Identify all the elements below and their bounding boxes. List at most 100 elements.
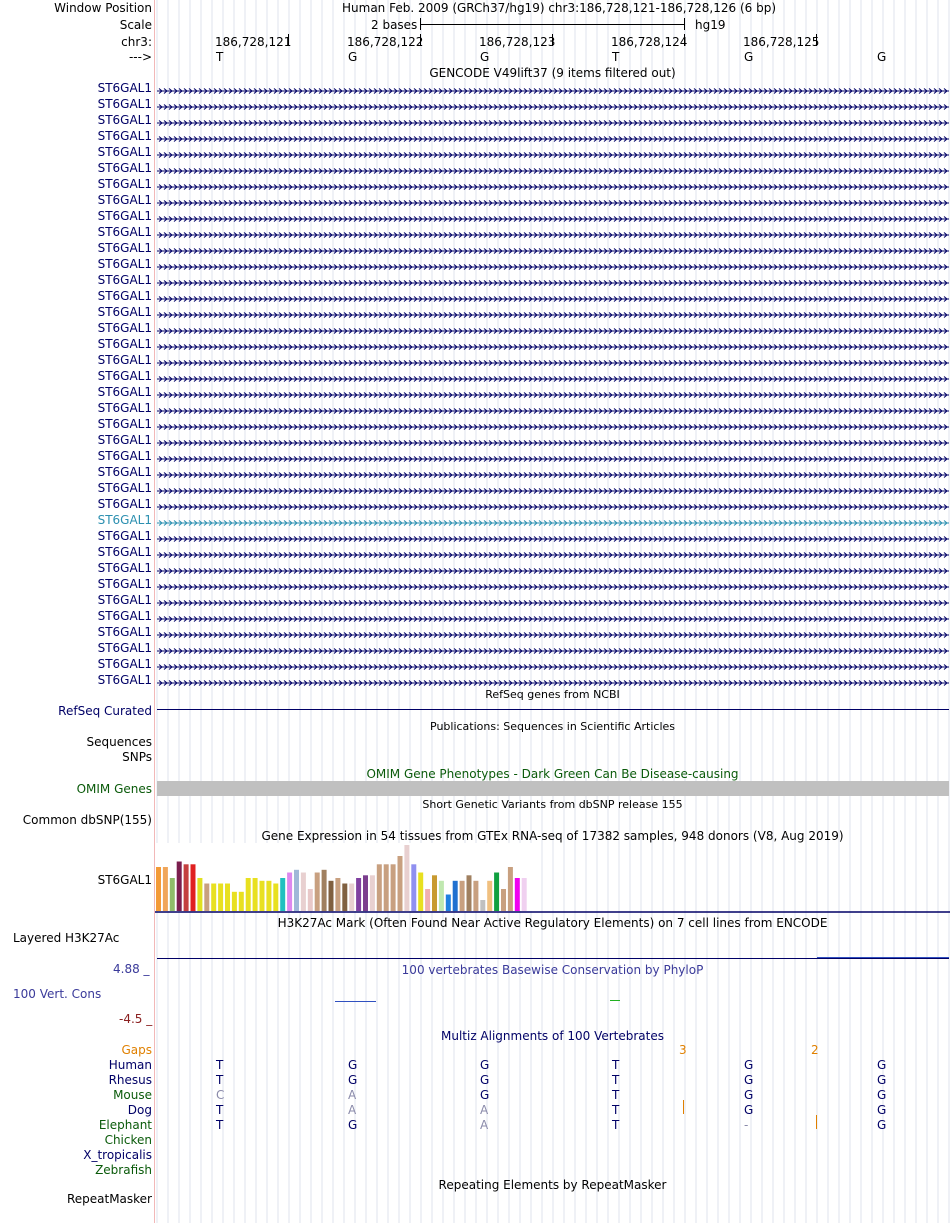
gencode-transcript[interactable] bbox=[157, 276, 949, 286]
gtex-tissue-bar[interactable] bbox=[252, 878, 258, 911]
species-label[interactable]: Chicken bbox=[104, 1133, 152, 1147]
gencode-transcript-label[interactable]: ST6GAL1 bbox=[97, 225, 152, 239]
gtex-tissue-bar[interactable] bbox=[369, 875, 375, 912]
gtex-tissue-bar[interactable] bbox=[287, 872, 293, 912]
gencode-transcript-label[interactable]: ST6GAL1 bbox=[97, 545, 152, 559]
species-label[interactable]: Elephant bbox=[98, 1118, 152, 1132]
gencode-transcript-label[interactable]: ST6GAL1 bbox=[97, 625, 152, 639]
gtex-tissue-bar[interactable] bbox=[425, 889, 431, 911]
gtex-tissue-bar[interactable] bbox=[383, 864, 389, 912]
gencode-transcript[interactable] bbox=[157, 436, 949, 446]
gencode-transcript-label[interactable]: ST6GAL1 bbox=[97, 241, 152, 255]
gencode-transcript-label[interactable]: ST6GAL1 bbox=[97, 369, 152, 383]
gencode-transcript[interactable] bbox=[157, 612, 949, 622]
gencode-transcript[interactable] bbox=[157, 244, 949, 254]
gencode-transcript-label[interactable]: ST6GAL1 bbox=[97, 321, 152, 335]
gencode-transcript[interactable] bbox=[157, 340, 949, 350]
gtex-tissue-bar[interactable] bbox=[390, 864, 396, 912]
gtex-tissue-bar[interactable] bbox=[266, 880, 272, 912]
species-label[interactable]: Rhesus bbox=[108, 1073, 152, 1087]
gencode-transcript[interactable] bbox=[157, 628, 949, 638]
gtex-tissue-bar[interactable] bbox=[307, 889, 313, 911]
multiz-gaps-label[interactable]: Gaps bbox=[121, 1043, 152, 1057]
gencode-transcript-label[interactable]: ST6GAL1 bbox=[97, 449, 152, 463]
gencode-transcript-label[interactable]: ST6GAL1 bbox=[97, 497, 152, 511]
gtex-tissue-bar[interactable] bbox=[397, 856, 403, 911]
gencode-transcript[interactable] bbox=[157, 468, 949, 478]
gtex-tissue-bar[interactable] bbox=[294, 869, 299, 912]
gencode-transcript-label[interactable]: ST6GAL1 bbox=[97, 337, 152, 351]
phylop-track-label[interactable]: 100 Vert. Cons bbox=[13, 987, 102, 1001]
gtex-tissue-bar[interactable] bbox=[411, 864, 417, 912]
gencode-transcript-label[interactable]: ST6GAL1 bbox=[97, 657, 152, 671]
gencode-transcript[interactable] bbox=[157, 388, 949, 398]
gtex-tissue-bar[interactable] bbox=[342, 883, 348, 912]
gencode-transcript[interactable] bbox=[157, 212, 949, 222]
gtex-tissue-bar[interactable] bbox=[418, 872, 424, 912]
gtex-tissue-bar[interactable] bbox=[473, 880, 479, 912]
gtex-tissue-bar[interactable] bbox=[231, 891, 237, 912]
gencode-transcript[interactable] bbox=[157, 516, 949, 526]
gencode-transcript-label[interactable]: ST6GAL1 bbox=[97, 417, 152, 431]
gtex-tissue-bar[interactable] bbox=[280, 878, 286, 911]
gtex-tissue-bar[interactable] bbox=[328, 880, 334, 912]
gencode-transcript-label[interactable]: ST6GAL1 bbox=[97, 673, 152, 687]
gencode-transcript[interactable] bbox=[157, 452, 949, 462]
gencode-transcript[interactable] bbox=[157, 292, 949, 302]
gencode-transcript[interactable] bbox=[157, 308, 949, 318]
gencode-transcript-label[interactable]: ST6GAL1 bbox=[97, 81, 152, 95]
gtex-tissue-bar[interactable] bbox=[494, 872, 500, 912]
gtex-tissue-bar[interactable] bbox=[300, 872, 306, 912]
h3k27ac-track-label[interactable]: Layered H3K27Ac bbox=[13, 931, 120, 945]
gtex-bar-chart[interactable] bbox=[155, 843, 950, 913]
gtex-tissue-bar[interactable] bbox=[321, 869, 327, 912]
gencode-transcript[interactable] bbox=[157, 84, 949, 94]
gtex-tissue-bar[interactable] bbox=[459, 880, 465, 912]
gencode-transcript-label[interactable]: ST6GAL1 bbox=[97, 609, 152, 623]
gencode-transcript[interactable] bbox=[157, 484, 949, 494]
gtex-tissue-bar[interactable] bbox=[190, 864, 196, 912]
gencode-transcript-label[interactable]: ST6GAL1 bbox=[97, 209, 152, 223]
species-label[interactable]: Mouse bbox=[113, 1088, 152, 1102]
gencode-transcript-label[interactable]: ST6GAL1 bbox=[97, 113, 152, 127]
gencode-transcript-label[interactable]: ST6GAL1 bbox=[97, 353, 152, 367]
gencode-transcript[interactable] bbox=[157, 644, 949, 654]
species-label[interactable]: Human bbox=[108, 1058, 152, 1072]
gencode-transcript-label[interactable]: ST6GAL1 bbox=[97, 193, 152, 207]
gencode-transcript[interactable] bbox=[157, 404, 949, 414]
gencode-transcript[interactable] bbox=[157, 132, 949, 142]
dbsnp-track-label[interactable]: Common dbSNP(155) bbox=[22, 813, 152, 827]
gtex-tissue-bar[interactable] bbox=[218, 883, 224, 912]
gencode-transcript-label[interactable]: ST6GAL1 bbox=[97, 257, 152, 271]
refseq-track-label[interactable]: RefSeq Curated bbox=[58, 704, 152, 718]
gtex-tissue-bar[interactable] bbox=[445, 894, 451, 912]
gtex-tissue-bar[interactable] bbox=[183, 864, 189, 912]
gtex-track-label[interactable]: ST6GAL1 bbox=[97, 873, 152, 887]
gencode-transcript[interactable] bbox=[157, 148, 949, 158]
gencode-transcript-label[interactable]: ST6GAL1 bbox=[97, 177, 152, 191]
gtex-tissue-bar[interactable] bbox=[356, 878, 362, 911]
gencode-transcript[interactable] bbox=[157, 324, 949, 334]
gencode-transcript[interactable] bbox=[157, 500, 949, 510]
gencode-transcript-label[interactable]: ST6GAL1 bbox=[97, 273, 152, 287]
gencode-transcript-label[interactable]: ST6GAL1 bbox=[97, 433, 152, 447]
gencode-transcript[interactable] bbox=[157, 116, 949, 126]
gencode-transcript-label[interactable]: ST6GAL1 bbox=[97, 129, 152, 143]
gencode-transcript-label[interactable]: ST6GAL1 bbox=[97, 481, 152, 495]
gtex-tissue-bar[interactable] bbox=[404, 845, 410, 911]
refseq-gene-line[interactable] bbox=[157, 709, 949, 710]
gtex-tissue-bar[interactable] bbox=[314, 872, 320, 912]
gtex-tissue-bar[interactable] bbox=[238, 891, 244, 912]
gtex-tissue-bar[interactable] bbox=[452, 880, 458, 912]
gencode-transcript-label[interactable]: ST6GAL1 bbox=[97, 529, 152, 543]
gencode-transcript-label[interactable]: ST6GAL1 bbox=[97, 465, 152, 479]
species-label[interactable]: X_tropicalis bbox=[83, 1148, 152, 1162]
gencode-transcript[interactable] bbox=[157, 164, 949, 174]
gtex-tissue-bar[interactable] bbox=[521, 878, 527, 911]
gtex-tissue-bar[interactable] bbox=[156, 867, 161, 911]
gtex-tissue-bar[interactable] bbox=[211, 883, 217, 912]
gencode-transcript[interactable] bbox=[157, 356, 949, 366]
gencode-transcript[interactable] bbox=[157, 196, 949, 206]
gtex-tissue-bar[interactable] bbox=[487, 880, 493, 912]
gtex-tissue-bar[interactable] bbox=[176, 861, 182, 912]
